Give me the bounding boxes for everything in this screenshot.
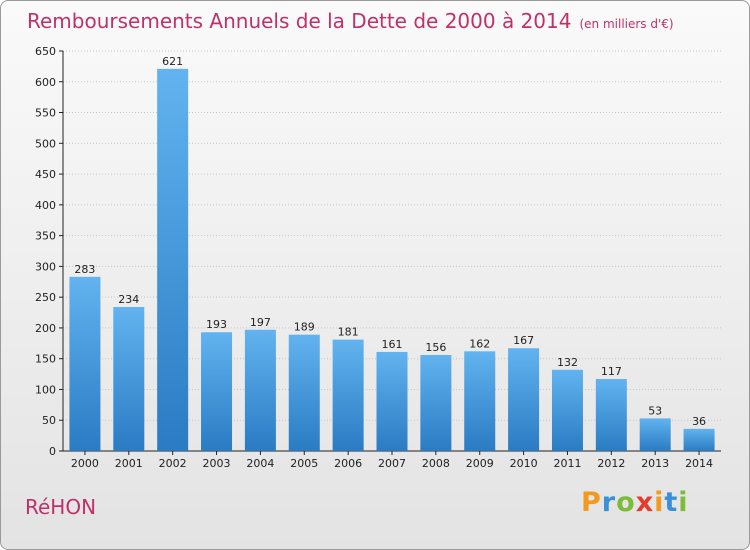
bar-value-label: 132 <box>557 356 578 369</box>
bar-value-label: 197 <box>250 316 271 329</box>
y-tick-label: 500 <box>35 137 56 150</box>
bar <box>332 339 364 451</box>
bar-value-label: 117 <box>601 365 622 378</box>
x-tick-label: 2003 <box>203 457 231 470</box>
x-tick-label: 2005 <box>290 457 318 470</box>
bar-value-label: 36 <box>692 415 706 428</box>
x-tick-label: 2000 <box>71 457 99 470</box>
bar-value-label: 189 <box>294 321 315 334</box>
y-tick-label: 300 <box>35 260 56 273</box>
x-tick-label: 2011 <box>553 457 581 470</box>
x-tick-label: 2001 <box>115 457 143 470</box>
y-tick-label: 100 <box>35 383 56 396</box>
y-tick-label: 350 <box>35 230 56 243</box>
y-tick-label: 150 <box>35 353 56 366</box>
x-tick-label: 2002 <box>159 457 187 470</box>
place-name: RéHON <box>25 495 97 519</box>
y-tick-label: 200 <box>35 322 56 335</box>
x-tick-label: 2012 <box>597 457 625 470</box>
bar-value-label: 181 <box>338 326 359 339</box>
bar-value-label: 156 <box>425 341 446 354</box>
x-tick-label: 2008 <box>422 457 450 470</box>
y-tick-label: 50 <box>42 414 56 427</box>
bar <box>69 276 101 451</box>
logo-letter: t <box>664 487 679 518</box>
bar <box>376 351 408 451</box>
y-tick-label: 550 <box>35 107 56 120</box>
chart-subtitle: (en milliers d'€) <box>579 17 674 31</box>
bar-value-label: 283 <box>74 263 95 276</box>
bar <box>683 428 715 451</box>
y-tick-label: 0 <box>49 445 56 458</box>
bar <box>288 334 320 451</box>
bar-value-label: 162 <box>469 337 490 350</box>
bar <box>157 68 189 451</box>
logo-letter: P <box>581 487 602 518</box>
x-tick-label: 2006 <box>334 457 362 470</box>
bar-value-label: 167 <box>513 334 534 347</box>
bar <box>420 355 452 451</box>
bar-value-label: 161 <box>382 338 403 351</box>
x-tick-label: 2014 <box>685 457 713 470</box>
x-tick-label: 2010 <box>510 457 538 470</box>
bar <box>464 351 496 451</box>
bar <box>551 369 583 451</box>
y-tick-label: 650 <box>35 45 56 58</box>
chart-title-text: Remboursements Annuels de la Dette de 20… <box>27 9 572 33</box>
bar-chart: 0 50 100 150 200 250 300 350 400 450 500 550 600 650 2… <box>35 45 721 470</box>
y-tick-label: 450 <box>35 168 56 181</box>
bar-value-label: 234 <box>118 293 139 306</box>
logo-letter: x <box>635 487 655 518</box>
bar-value-label: 621 <box>162 55 183 68</box>
y-tick-label: 250 <box>35 291 56 304</box>
proxiti-logo: Proxiti <box>581 487 689 518</box>
x-tick-label: 2013 <box>641 457 669 470</box>
chart-title: Remboursements Annuels de la Dette de 20… <box>27 9 674 33</box>
bar <box>595 379 627 451</box>
bar-value-label: 53 <box>648 404 662 417</box>
y-tick-label: 400 <box>35 199 56 212</box>
x-tick-label: 2007 <box>378 457 406 470</box>
logo-letter: i <box>678 487 689 518</box>
logo-letter: o <box>616 487 636 518</box>
x-tick-label: 2004 <box>246 457 274 470</box>
bar <box>244 329 276 451</box>
bar-value-label: 193 <box>206 318 227 331</box>
bar <box>201 332 233 451</box>
x-tick-label: 2009 <box>466 457 494 470</box>
logo-letter: i <box>654 487 665 518</box>
bar <box>113 307 145 451</box>
y-tick-label: 600 <box>35 76 56 89</box>
bar <box>508 348 540 451</box>
logo-letter: r <box>601 487 617 518</box>
bar <box>639 418 671 451</box>
